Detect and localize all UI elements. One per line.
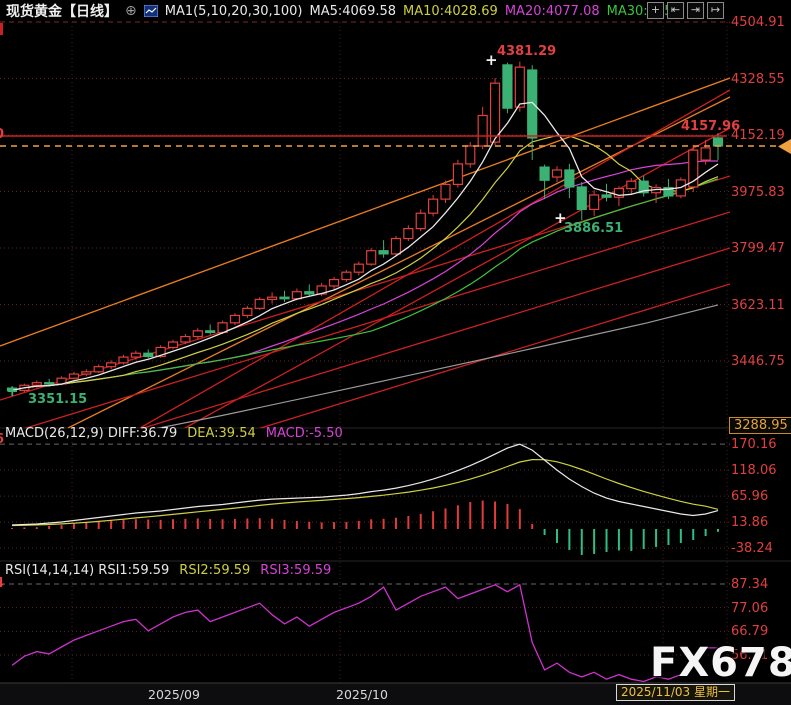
shift-forward-icon[interactable]: ↦ (707, 2, 724, 19)
price-annotation: 4 (0, 576, 4, 591)
price-axis-label: 3799.47 (731, 241, 785, 256)
chart-header: 现货黄金【日线】 ⊕ MA1(5,10,20,30,100) MA5:4069.… (6, 2, 685, 20)
macd-axis-label: 170.16 (731, 437, 777, 453)
price-annotation: 3886.51 (564, 221, 624, 236)
rsi1-value: RSI(14,14,14) RSI1:59.59 (5, 563, 170, 578)
ma20-value: MA20:4077.08 (504, 3, 600, 19)
price-marker-cross: + (485, 51, 498, 69)
price-axis-label: 4504.91 (731, 15, 785, 30)
price-marker-cross: + (554, 209, 567, 227)
ma30-value: MA30:4057. (606, 3, 685, 19)
price-annotation: 6 (0, 432, 4, 447)
macd-pane-header: MACD(26,12,9) DIFF:36.79 DEA:39.54 MACD:… (5, 426, 343, 441)
add-indicator-icon[interactable]: ⊕ (125, 3, 137, 19)
price-axis-label: 3623.11 (731, 297, 785, 313)
price-axis-label: 3446.75 (731, 354, 785, 369)
rsi-axis-label: 77.06 (731, 600, 769, 616)
price-axis-bottom-label: 3288.95 (729, 417, 791, 434)
macd-value: MACD:-5.50 (265, 426, 343, 441)
price-axis-label: 3975.83 (731, 184, 785, 200)
ma-group-label: MA1(5,10,20,30,100) (164, 3, 303, 19)
price-marker-cross: + (6, 382, 19, 400)
compress-left-icon[interactable]: ⇤ (667, 2, 684, 19)
macd-dea-value: DEA:39.54 (187, 426, 256, 441)
macd-diff-value: MACD(26,12,9) DIFF:36.79 (5, 426, 178, 441)
macd-axis-label: 118.06 (731, 463, 777, 479)
x-axis-label-october: 2025/10 (336, 687, 388, 702)
x-axis-label-september: 2025/09 (148, 687, 200, 702)
fx678-watermark: FX678 (650, 640, 791, 686)
instrument-title: 现货黄金【日线】 (6, 4, 118, 20)
price-axis-label: 4328.55 (731, 71, 785, 87)
macd-axis-label: -38.24 (731, 541, 773, 557)
price-annotation: 0 (0, 127, 4, 142)
macd-axis-label: 13.86 (731, 515, 769, 531)
price-annotation: 4381.29 (497, 44, 557, 59)
kline-chart-icon (143, 4, 159, 18)
price-annotation: 4157.96 (681, 119, 741, 134)
rsi2-value: RSI2:59.59 (179, 563, 251, 578)
rsi-axis-label: 56.51 (731, 648, 769, 663)
left-edge-clipped-mark (0, 23, 3, 35)
price-axis-label: 4152.19 (731, 128, 785, 143)
chart-toolbar: + ⇤ ⇥ ↦ (647, 2, 724, 19)
rsi3-value: RSI3:59.59 (260, 563, 332, 578)
rsi-axis-label: 66.79 (731, 624, 769, 640)
rsi-pane-header: RSI(14,14,14) RSI1:59.59 RSI2:59.59 RSI3… (5, 563, 331, 578)
ma5-value: MA5:4069.58 (309, 3, 397, 19)
compress-right-icon[interactable]: ⇥ (687, 2, 704, 19)
current-date-readout: 2025/11/03 星期一 (616, 684, 735, 701)
price-annotation: 3351.15 (28, 392, 88, 407)
ma10-value: MA10:4028.69 (403, 3, 498, 19)
macd-axis-label: 65.96 (731, 489, 769, 505)
rsi-axis-label: 87.34 (731, 577, 769, 592)
crosshair-move-icon[interactable]: + (647, 2, 664, 19)
